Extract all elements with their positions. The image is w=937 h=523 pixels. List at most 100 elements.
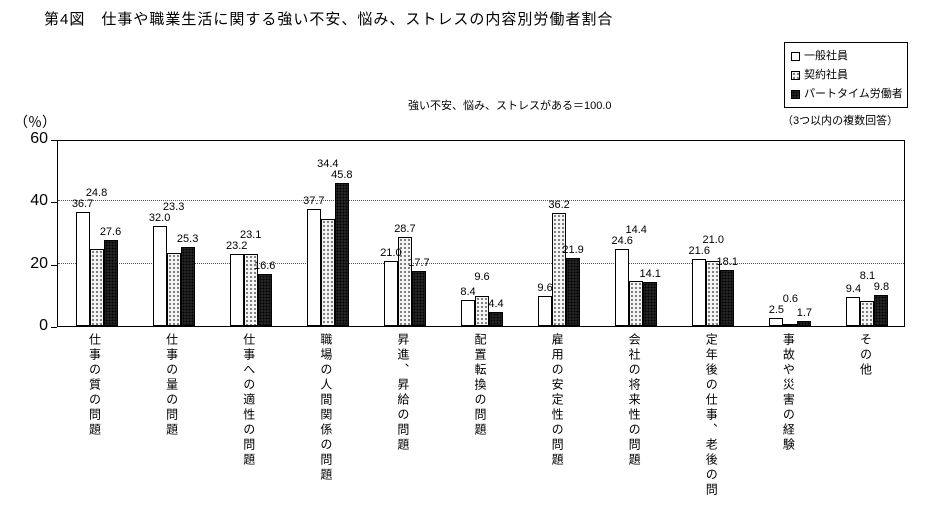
x-axis-label-0: 仕事の質の問題 bbox=[87, 333, 102, 438]
y-tick-label-40: 40 bbox=[30, 192, 48, 210]
bar-value-label-ippan-shain-10: 9.4 bbox=[845, 282, 862, 295]
bar-value-label-ippan-shain-3: 37.7 bbox=[303, 194, 325, 207]
bar-part-time-7 bbox=[643, 282, 658, 326]
bar-value-label-part-time-2: 16.6 bbox=[254, 260, 276, 273]
bar-value-label-ippan-shain-9: 2.5 bbox=[768, 304, 784, 317]
gridline-40 bbox=[58, 200, 904, 202]
bar-value-label-keiyaku-shain-2: 23.1 bbox=[240, 228, 262, 241]
chart-title: 第4図 仕事や職業生活に関する強い不安、悩み、ストレスの内容別労働者割合 bbox=[44, 11, 614, 28]
bar-ippan-shain-0 bbox=[75, 211, 90, 326]
x-axis-label-8: 定年後の仕事、老後の問 bbox=[704, 333, 719, 498]
bar-value-label-ippan-shain-5: 8.4 bbox=[460, 285, 476, 298]
bar-value-label-ippan-shain-1: 32.0 bbox=[148, 212, 171, 225]
bar-value-label-keiyaku-shain-1: 23.3 bbox=[162, 201, 185, 214]
y-axis-unit-label: （％） bbox=[14, 114, 56, 130]
bar-ippan-shain-9 bbox=[769, 318, 784, 326]
x-axis-label-1: 仕事の量の問題 bbox=[164, 333, 179, 438]
bar-value-label-part-time-7: 14.1 bbox=[639, 268, 661, 281]
bar-value-label-ippan-shain-2: 23.2 bbox=[226, 239, 248, 252]
bar-value-label-ippan-shain-4: 21.0 bbox=[380, 246, 402, 259]
legend-item-ippan-shain: 一般社員 bbox=[791, 47, 901, 66]
bar-keiyaku-shain-8 bbox=[706, 260, 721, 326]
bar-part-time-5 bbox=[489, 312, 503, 326]
bar-keiyaku-shain-7 bbox=[629, 281, 644, 326]
bar-part-time-3 bbox=[334, 183, 349, 326]
bar-value-label-part-time-10: 9.8 bbox=[873, 281, 890, 294]
bar-value-label-ippan-shain-8: 21.6 bbox=[688, 244, 710, 257]
bar-part-time-6 bbox=[566, 257, 581, 326]
bar-ippan-shain-7 bbox=[615, 249, 630, 326]
bar-keiyaku-shain-2 bbox=[243, 254, 258, 326]
bar-keiyaku-shain-9 bbox=[783, 324, 798, 326]
bar-value-label-keiyaku-shain-10: 8.1 bbox=[859, 270, 876, 283]
bar-part-time-10 bbox=[874, 295, 889, 326]
legend-note: （3つ以内の複数回答） bbox=[782, 115, 899, 127]
legend-swatch-plain-icon bbox=[791, 52, 800, 61]
bar-value-label-keiyaku-shain-6: 36.2 bbox=[548, 199, 570, 212]
bar-keiyaku-shain-4 bbox=[397, 236, 412, 326]
bar-keiyaku-shain-1 bbox=[166, 253, 181, 326]
bar-value-label-keiyaku-shain-8: 21.0 bbox=[702, 233, 724, 246]
x-axis-label-3: 職場の人間関係の問題 bbox=[318, 333, 333, 483]
x-axis-label-10: その他 bbox=[858, 333, 873, 378]
legend-label-part-time: パートタイム労働者 bbox=[804, 88, 903, 100]
legend-label-ippan-shain: 一般社員 bbox=[804, 50, 848, 62]
bar-keiyaku-shain-3 bbox=[320, 218, 335, 326]
x-axis-label-7: 会社の将来性の問題 bbox=[627, 333, 642, 468]
bar-value-label-part-time-5: 4.4 bbox=[488, 298, 504, 311]
bar-value-label-part-time-9: 1.7 bbox=[796, 306, 812, 319]
bar-value-label-keiyaku-shain-4: 28.7 bbox=[394, 222, 416, 235]
bar-value-label-keiyaku-shain-9: 0.6 bbox=[782, 293, 798, 306]
bar-ippan-shain-3 bbox=[306, 208, 321, 326]
legend-item-keiyaku-shain: 契約社員 bbox=[791, 66, 901, 85]
bar-keiyaku-shain-10 bbox=[860, 300, 875, 326]
bar-part-time-2 bbox=[257, 274, 272, 326]
bar-value-label-part-time-4: 17.7 bbox=[408, 256, 430, 269]
bar-ippan-shain-5 bbox=[461, 299, 475, 326]
bar-ippan-shain-1 bbox=[152, 226, 167, 326]
bar-value-label-part-time-3: 45.8 bbox=[331, 169, 353, 182]
bar-value-label-part-time-1: 25.3 bbox=[176, 233, 199, 246]
bar-part-time-9 bbox=[797, 320, 812, 326]
bar-value-label-ippan-shain-0: 36.7 bbox=[71, 197, 94, 210]
bar-keiyaku-shain-0 bbox=[89, 248, 104, 326]
x-axis-label-9: 事故や災害の経験 bbox=[781, 333, 796, 453]
bar-ippan-shain-6 bbox=[538, 296, 553, 326]
legend-label-keiyaku-shain: 契約社員 bbox=[804, 69, 848, 81]
x-axis-label-6: 雇用の安定性の問題 bbox=[550, 333, 565, 468]
legend-swatch-dotted-icon bbox=[791, 71, 800, 80]
gridline-20 bbox=[58, 262, 904, 264]
x-axis-label-2: 仕事への適性の問題 bbox=[241, 333, 256, 468]
bar-value-label-ippan-shain-6: 9.6 bbox=[537, 282, 553, 295]
bar-part-time-8 bbox=[720, 269, 735, 326]
bar-keiyaku-shain-5 bbox=[475, 296, 489, 326]
bar-value-label-part-time-0: 27.6 bbox=[99, 225, 122, 238]
bar-value-label-keiyaku-shain-7: 14.4 bbox=[625, 224, 647, 237]
legend-swatch-dark-icon bbox=[791, 90, 800, 99]
bar-ippan-shain-10 bbox=[846, 296, 861, 326]
bar-part-time-0 bbox=[103, 239, 118, 326]
bar-value-label-keiyaku-shain-0: 24.8 bbox=[85, 186, 108, 199]
x-axis-label-5: 配置転換の問題 bbox=[473, 333, 487, 438]
bar-value-label-keiyaku-shain-3: 34.4 bbox=[317, 158, 339, 171]
y-tick-label-60: 60 bbox=[30, 130, 48, 147]
x-axis-label-4: 昇進、昇給の問題 bbox=[395, 333, 410, 453]
legend-item-part-time: パートタイム労働者 bbox=[791, 85, 903, 104]
bar-value-label-keiyaku-shain-5: 9.6 bbox=[474, 271, 490, 284]
bar-ippan-shain-4 bbox=[383, 260, 398, 326]
y-tick-mark-0 bbox=[51, 327, 57, 328]
bar-value-label-part-time-6: 21.9 bbox=[562, 243, 584, 256]
y-tick-label-0: 0 bbox=[39, 317, 48, 334]
bar-value-label-part-time-8: 18.1 bbox=[716, 255, 738, 268]
legend-box: 一般社員契約社員パートタイム労働者 bbox=[784, 42, 908, 108]
bar-part-time-1 bbox=[180, 247, 195, 326]
y-tick-label-20: 20 bbox=[30, 254, 48, 272]
bar-ippan-shain-8 bbox=[692, 258, 707, 326]
bar-keiyaku-shain-6 bbox=[552, 213, 567, 326]
bar-value-label-ippan-shain-7: 24.6 bbox=[611, 235, 633, 248]
chart-note: 強い不安、悩み、ストレスがある＝100.0 bbox=[408, 100, 612, 112]
plot-area: 36.7 24.8 27.6 32.0 23.3 25.3 23.2 23.1 16.6 37.7… bbox=[57, 140, 905, 327]
bar-part-time-4 bbox=[411, 270, 426, 326]
bar-ippan-shain-2 bbox=[229, 253, 244, 326]
